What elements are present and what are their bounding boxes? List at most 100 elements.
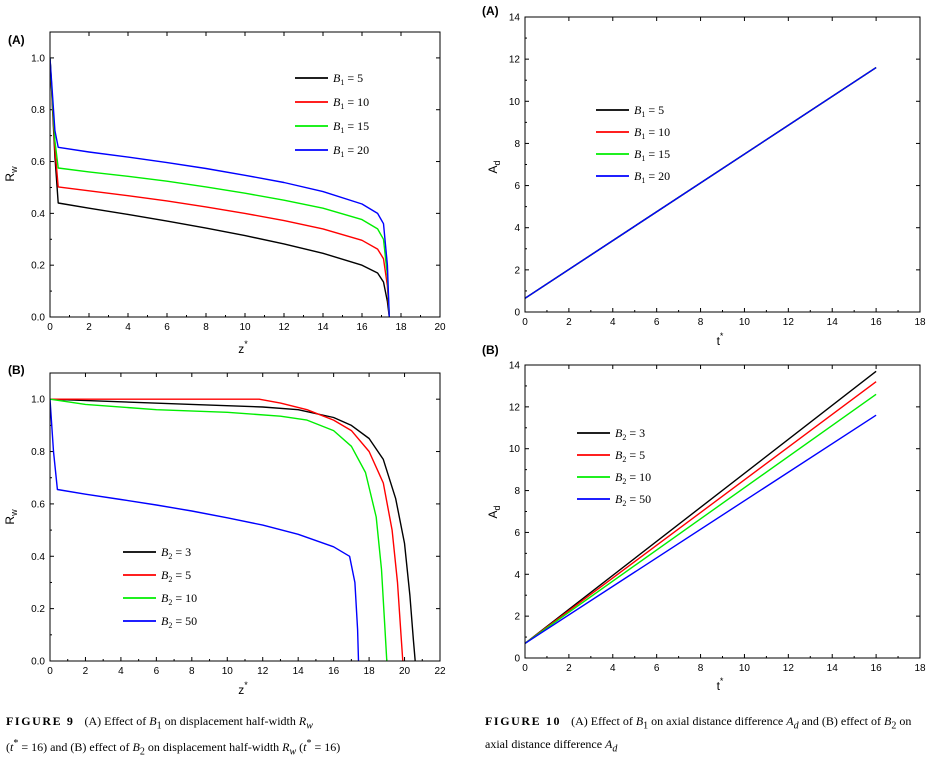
x-tick-label: 8 xyxy=(203,322,209,333)
x-axis-label: t* xyxy=(717,331,724,348)
x-tick-label: 14 xyxy=(827,317,839,328)
y-tick-label: 0.2 xyxy=(31,604,45,615)
legend: B2 = 3 B2 = 5 B2 = 10 B2 = 50 xyxy=(123,545,197,630)
x-axis-label: t* xyxy=(717,676,724,693)
y-tick-label: 4 xyxy=(514,223,520,234)
x-tick-label: 6 xyxy=(654,317,660,328)
x-tick-label: 16 xyxy=(871,663,883,674)
legend-entry-4: B1 = 20 xyxy=(634,169,670,185)
x-tick-label: 6 xyxy=(164,322,170,333)
y-tick-label: 0.6 xyxy=(31,157,45,168)
legend-entry-1: B1 = 5 xyxy=(333,71,363,87)
legend-entry-3: B2 = 10 xyxy=(161,591,197,607)
figure-10-label: FIGURE 10 xyxy=(485,714,562,728)
legend-entry-4: B2 = 50 xyxy=(615,492,651,508)
x-axis-label-sup: * xyxy=(244,680,248,690)
series-line-4 xyxy=(525,67,877,299)
series-line-2 xyxy=(50,398,404,661)
legend: B1 = 5 B1 = 10 B1 = 15 B1 = 20 xyxy=(596,103,670,185)
panel-label: (A) xyxy=(482,4,499,18)
y-tick-label: 0.0 xyxy=(31,313,45,324)
legend-entry-1: B2 = 3 xyxy=(161,545,191,561)
series-line-4 xyxy=(50,57,390,317)
y-tick-label: 0.4 xyxy=(31,209,45,220)
x-tick-label: 2 xyxy=(566,663,572,674)
x-tick-label: 10 xyxy=(739,317,751,328)
y-tick-label: 14 xyxy=(509,13,521,24)
x-tick-label: 12 xyxy=(278,322,290,333)
x-tick-label: 4 xyxy=(610,317,616,328)
y-tick-label: 10 xyxy=(509,444,521,455)
x-tick-label: 4 xyxy=(125,322,131,333)
y-tick-label: 1.0 xyxy=(31,395,45,406)
x-tick-label: 0 xyxy=(522,663,528,674)
series-group xyxy=(50,57,390,317)
x-tick-label: 20 xyxy=(434,322,446,333)
x-tick-label: 4 xyxy=(610,663,616,674)
figure-9-label: FIGURE 9 xyxy=(6,714,75,728)
legend-entry-2: B2 = 5 xyxy=(161,568,191,584)
panel-label: (B) xyxy=(482,343,499,357)
y-tick-label: 12 xyxy=(509,55,521,66)
legend-entry-4: B2 = 50 xyxy=(161,614,197,630)
series-line-4 xyxy=(50,399,360,661)
x-tick-label: 8 xyxy=(698,317,704,328)
figure-9-caption: FIGURE 9 (A) Effect of B1 on displacement… xyxy=(6,714,341,758)
legend-entry-2: B1 = 10 xyxy=(333,95,369,111)
y-tick-label: 10 xyxy=(509,97,521,108)
y-tick-label: 8 xyxy=(514,139,520,150)
y-tick-label: 14 xyxy=(509,361,521,372)
series-line-1 xyxy=(50,398,416,661)
y-tick-label: 0.2 xyxy=(31,261,45,272)
y-axis-label-sub: d xyxy=(492,160,502,165)
y-tick-label: 0.8 xyxy=(31,447,45,458)
series-group xyxy=(50,398,416,661)
y-axis-label-sub: d xyxy=(492,505,502,510)
y-tick-label: 4 xyxy=(514,570,520,581)
y-tick-label: 2 xyxy=(514,612,520,623)
panel-label: (B) xyxy=(8,363,25,377)
series-line-2 xyxy=(50,57,390,317)
x-axis-label: z* xyxy=(238,680,248,697)
y-tick-label: 8 xyxy=(514,486,520,497)
x-tick-label: 22 xyxy=(434,666,446,677)
y-tick-label: 6 xyxy=(514,528,520,539)
y-tick-label: 2 xyxy=(514,265,520,276)
legend-entry-3: B1 = 15 xyxy=(634,147,670,163)
legend-entry-3: B2 = 10 xyxy=(615,470,651,486)
x-tick-label: 0 xyxy=(47,666,53,677)
y-axis-label-sub: w xyxy=(9,509,19,517)
x-tick-label: 2 xyxy=(83,666,89,677)
x-tick-label: 12 xyxy=(257,666,269,677)
x-tick-label: 14 xyxy=(827,663,839,674)
y-axis-label: Ad xyxy=(486,505,502,518)
series-group xyxy=(525,67,877,299)
series-line-1 xyxy=(50,57,390,317)
series-line-3 xyxy=(50,398,388,661)
chart-fig9a: (A) 0 2 4 6 8 10 12 14 16 18 20 0.0 0.2 0.4 0.6 0.8 1.0 z*… xyxy=(3,31,446,356)
plot-frame xyxy=(49,372,441,662)
x-axis-label: z* xyxy=(238,339,248,356)
x-tick-label: 20 xyxy=(399,666,411,677)
plot-frame xyxy=(524,16,921,313)
x-tick-label: 2 xyxy=(86,322,92,333)
x-tick-label: 10 xyxy=(739,663,751,674)
x-axis-label-sup: * xyxy=(244,339,248,349)
y-tick-label: 6 xyxy=(514,181,520,192)
figure-10-caption: FIGURE 10 (A) Effect of B1 on axial dista… xyxy=(485,714,912,755)
plot-frame xyxy=(524,364,921,659)
x-tick-label: 6 xyxy=(154,666,160,677)
x-tick-label: 12 xyxy=(783,317,795,328)
series-line-2 xyxy=(525,381,877,644)
x-tick-label: 8 xyxy=(698,663,704,674)
legend-entry-2: B2 = 5 xyxy=(615,448,645,464)
legend-entry-2: B1 = 10 xyxy=(634,125,670,141)
x-tick-label: 18 xyxy=(364,666,376,677)
series-line-3 xyxy=(525,393,877,644)
series-line-3 xyxy=(50,57,390,317)
x-tick-label: 6 xyxy=(654,663,660,674)
y-axis-label: Rw xyxy=(3,166,19,182)
legend: B1 = 5 B1 = 10 B1 = 15 B1 = 20 xyxy=(295,71,369,159)
x-tick-label: 16 xyxy=(328,666,340,677)
